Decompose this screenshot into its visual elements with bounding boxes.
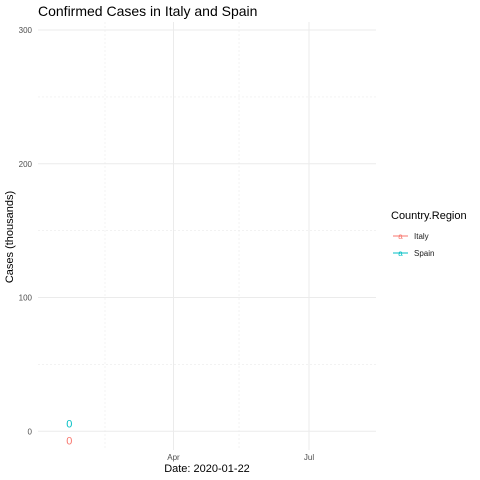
- x-tick-label: Apr: [167, 453, 180, 462]
- legend: Country.Region a Italy a Spain: [391, 210, 467, 258]
- y-tick-label: 0: [28, 427, 33, 436]
- x-tick-label: Jul: [304, 453, 314, 462]
- y-tick-label: 200: [19, 160, 33, 169]
- y-axis-title: Cases (thousands): [4, 191, 16, 283]
- x-axis-ticks: Apr Jul: [167, 453, 314, 462]
- x-axis-title: Date: 2020-01-22: [164, 463, 250, 475]
- legend-title: Country.Region: [391, 210, 467, 222]
- grid: [38, 22, 376, 450]
- y-axis-ticks: 0 100 200 300: [19, 26, 33, 436]
- legend-entry-spain: a Spain: [393, 249, 434, 258]
- series-spain: 0: [66, 418, 72, 430]
- legend-label: Spain: [414, 249, 434, 258]
- legend-key-glyph: a: [398, 249, 403, 258]
- legend-label: Italy: [414, 232, 429, 241]
- y-tick-label: 100: [19, 294, 33, 303]
- series-italy: 0: [66, 435, 72, 447]
- chart-title: Confirmed Cases in Italy and Spain: [38, 3, 257, 19]
- legend-entries: a Italy a Spain: [393, 232, 434, 258]
- data-label: 0: [66, 435, 72, 447]
- legend-key-glyph: a: [398, 232, 403, 241]
- data-label: 0: [66, 418, 72, 430]
- series-layer: 00: [66, 418, 72, 447]
- y-tick-label: 300: [19, 26, 33, 35]
- legend-entry-italy: a Italy: [393, 232, 429, 241]
